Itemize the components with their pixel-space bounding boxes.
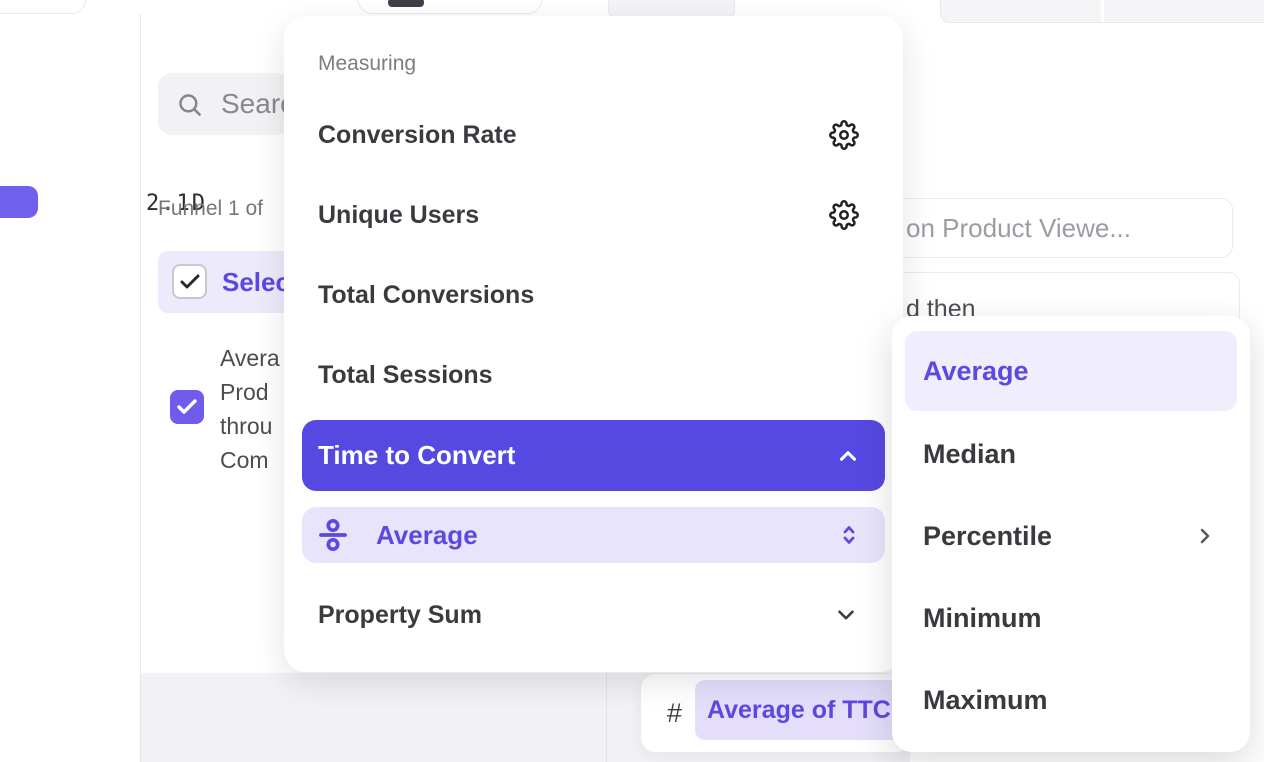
menu-item-label: Total Conversions bbox=[318, 280, 535, 309]
workspace-divider bbox=[606, 673, 607, 762]
chevron-down-icon bbox=[833, 602, 859, 628]
gear-icon[interactable] bbox=[829, 120, 859, 150]
menu-item-conversion-rate[interactable]: Conversion Rate bbox=[302, 107, 885, 163]
step-description-line: Avera bbox=[220, 345, 280, 371]
step-description-line: Com bbox=[220, 447, 269, 473]
average-divide-icon bbox=[316, 518, 350, 552]
top-left-card-fragment bbox=[0, 0, 86, 14]
gear-icon[interactable] bbox=[829, 200, 859, 230]
funnel-step-duration-label: 2.1D bbox=[146, 191, 207, 216]
menu-subitem-label: Average bbox=[376, 519, 478, 550]
event-selector-card[interactable]: on Product Viewe... bbox=[868, 198, 1233, 258]
submenu-item-median[interactable]: Median bbox=[905, 414, 1237, 494]
submenu-item-average-selected[interactable]: Average bbox=[905, 331, 1237, 411]
step-checkbox-checked[interactable] bbox=[170, 390, 204, 424]
submenu-item-maximum[interactable]: Maximum bbox=[905, 660, 1237, 740]
step-description-line: Prod bbox=[220, 379, 269, 405]
submenu-item-label: Median bbox=[923, 438, 1017, 469]
menu-item-time-to-convert-selected[interactable]: Time to Convert bbox=[302, 420, 885, 491]
funnel-step-color-tag[interactable] bbox=[0, 186, 38, 218]
numeric-type-indicator: # bbox=[667, 698, 683, 728]
submenu-item-label: Maximum bbox=[923, 684, 1048, 715]
chevron-right-icon bbox=[1193, 524, 1217, 548]
chevron-up-icon bbox=[835, 443, 861, 469]
menu-item-total-sessions[interactable]: Total Sessions bbox=[302, 347, 885, 403]
menu-subitem-average[interactable]: Average bbox=[302, 507, 885, 563]
menu-item-property-sum[interactable]: Property Sum bbox=[302, 587, 885, 643]
submenu-item-label: Percentile bbox=[923, 520, 1053, 551]
checkbox-checked[interactable] bbox=[172, 264, 207, 299]
menu-item-total-conversions[interactable]: Total Conversions bbox=[302, 267, 885, 323]
submenu-item-label: Minimum bbox=[923, 602, 1042, 633]
toolbar-segment-divider bbox=[1101, 0, 1104, 22]
menu-item-label: Total Sessions bbox=[318, 360, 493, 389]
search-placeholder: Search bbox=[221, 88, 290, 119]
step-description-line: throu bbox=[220, 413, 273, 439]
search-input[interactable]: Search bbox=[158, 73, 290, 135]
submenu-item-minimum[interactable]: Minimum bbox=[905, 578, 1237, 658]
selected-funnel-row[interactable]: Select bbox=[158, 251, 284, 313]
menu-item-label: Conversion Rate bbox=[318, 120, 517, 149]
submenu-item-label: Average bbox=[923, 355, 1029, 386]
toolbar-icon bbox=[388, 0, 424, 7]
top-toolbar-button-fragment[interactable] bbox=[357, 0, 543, 14]
menu-item-label: Time to Convert bbox=[318, 440, 516, 470]
submenu-item-percentile[interactable]: Percentile bbox=[905, 496, 1237, 576]
menu-item-label: Unique Users bbox=[318, 200, 480, 229]
menu-item-unique-users[interactable]: Unique Users bbox=[302, 187, 885, 243]
search-icon bbox=[176, 91, 203, 118]
step-description-text: Avera Prod throu Com bbox=[220, 341, 286, 477]
aggregation-submenu: Average Median Percentile Minimum Maximu… bbox=[892, 316, 1250, 752]
menu-item-label: Property Sum bbox=[318, 600, 482, 629]
top-right-toolbar-segment bbox=[940, 0, 1264, 23]
selected-funnel-label: Select bbox=[222, 267, 284, 297]
event-selector-label: on Product Viewe... bbox=[906, 212, 1131, 243]
average-of-ttc-label: Average of TTC bbox=[707, 695, 891, 724]
measuring-menu: Measuring Conversion Rate Unique Users T… bbox=[284, 16, 903, 672]
measuring-menu-header: Measuring bbox=[318, 52, 417, 75]
top-toolbar-segment bbox=[608, 0, 735, 17]
sidebar-divider bbox=[140, 14, 141, 762]
metric-summary-card: # Average of TTC bbox=[640, 673, 955, 753]
funnel-counter-label: Funnel 1 of bbox=[158, 197, 264, 220]
unfold-up-down-icon bbox=[837, 523, 861, 547]
